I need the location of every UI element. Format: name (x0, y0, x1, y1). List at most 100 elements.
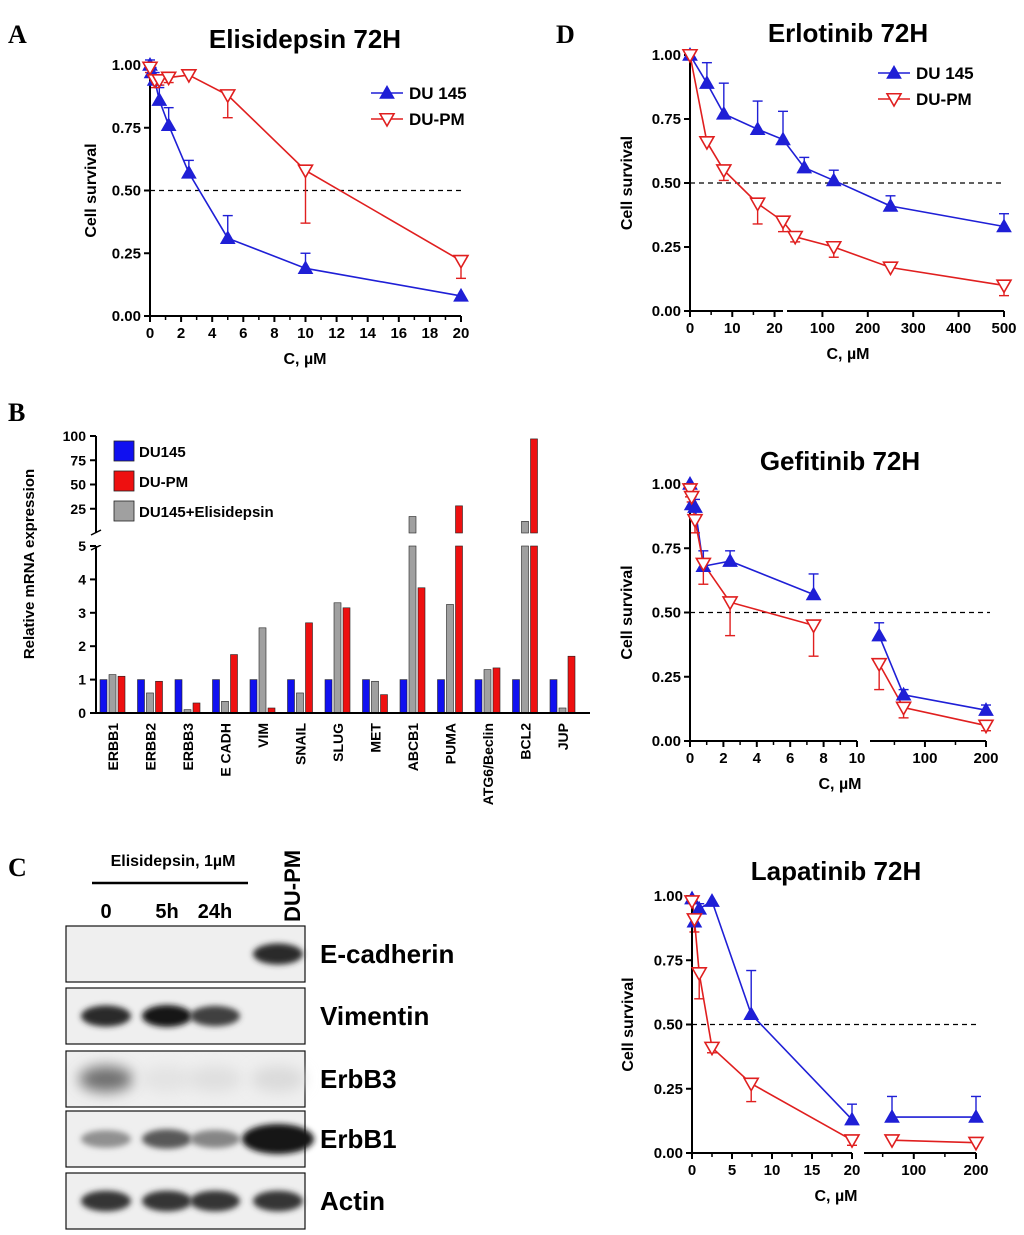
bar (408, 516, 417, 534)
blot-band (79, 1066, 133, 1092)
data-point (141, 61, 159, 77)
chart-B: 0 1 2 3 4 5 25 50 75 100 Relative mRNA expression E… (21, 428, 598, 805)
data-point (453, 287, 469, 302)
y-tick-label: 5 (78, 538, 86, 554)
y-tick-label: 75 (70, 452, 86, 468)
data-point (882, 261, 899, 277)
x-tick-label: 12 (328, 325, 345, 342)
chart-title: Erlotinib 72H (768, 18, 928, 48)
y-tick-label: 0.75 (652, 540, 681, 557)
protein-label: Vimentin (320, 1001, 429, 1031)
x-tick-label: 0 (686, 750, 694, 767)
series-line (691, 901, 977, 1144)
blot-row-actin (65, 1172, 306, 1230)
bar (192, 702, 201, 714)
x-tick-label: 6 (786, 750, 794, 767)
bar (324, 679, 333, 714)
lane-label: 5h (155, 901, 178, 923)
treatment-label: Elisidepsin, 1µM (111, 853, 236, 870)
bar (521, 521, 529, 534)
y-tick-label: 0.25 (652, 669, 681, 686)
bar (408, 545, 417, 714)
y-tick-label: 0 (78, 705, 86, 721)
legend-label: DU 145 (916, 64, 974, 83)
x-tick-label: 20 (453, 325, 470, 342)
x-tick-label: 100 (810, 320, 835, 337)
data-point (968, 1109, 984, 1123)
y-tick-label: 0.50 (652, 605, 681, 622)
data-point (978, 702, 994, 716)
data-point (805, 619, 822, 634)
x-tick-label: 200 (855, 320, 880, 337)
y-axis-label: Cell survival (83, 143, 100, 237)
bar (399, 679, 408, 714)
bar (146, 692, 154, 714)
x-tick-label: 10 (764, 1162, 781, 1179)
bar (137, 679, 145, 714)
legend-marker (378, 112, 396, 128)
data-point (882, 198, 899, 212)
x-tick-label: 200 (963, 1162, 988, 1179)
x-tick-label: 18 (422, 325, 439, 342)
chart-D1: Erlotinib 72H 0.00 0.25 0.50 0.75 1.00 Cell su… (619, 18, 1017, 363)
y-tick-label: 4 (78, 571, 86, 587)
blot-row-e-cadherin (65, 925, 306, 983)
data-point (871, 627, 888, 642)
y-tick-label: 0.75 (654, 952, 683, 969)
y-tick-label: 0.00 (654, 1145, 683, 1162)
y-tick-label: 0.50 (654, 1017, 683, 1034)
x-tick-label: 5 (728, 1162, 736, 1179)
data-point (683, 490, 701, 506)
y-tick-label: 50 (70, 477, 86, 493)
blot-band (140, 1066, 194, 1092)
bar (117, 675, 126, 714)
data-point (995, 279, 1013, 295)
bar (417, 587, 426, 714)
series-du-pm (685, 488, 991, 732)
legend-swatch (113, 500, 135, 522)
blot-band (142, 1190, 192, 1212)
y-tick-label: 1.00 (112, 57, 141, 74)
bar (287, 679, 295, 714)
bar (549, 679, 558, 714)
blot-band (142, 1005, 192, 1027)
bar (174, 679, 183, 714)
series-du-145 (689, 898, 981, 1121)
bar (212, 679, 220, 714)
y-tick-label: 100 (63, 428, 87, 444)
panel-label-d: D (556, 20, 575, 49)
axis-break-gap (98, 534, 598, 545)
category-label: MET (368, 723, 384, 753)
x-tick-label: 10 (849, 750, 866, 767)
x-axis-label: C, µM (827, 346, 870, 363)
data-point (698, 135, 716, 151)
y-axis-label: Cell survival (620, 977, 637, 1071)
data-point (977, 719, 995, 735)
x-tick-label: 16 (390, 325, 407, 342)
y-tick-label: 0.25 (652, 239, 681, 256)
bar (155, 680, 163, 714)
legend-label: DU145 (139, 444, 186, 461)
category-label: ABCB1 (405, 723, 421, 771)
y-tick-label: 1 (78, 672, 86, 688)
blot-band (251, 1066, 305, 1092)
data-point (687, 499, 703, 513)
data-point (690, 967, 708, 982)
bar (108, 674, 117, 714)
chart-D3: Lapatinib 72H 0.00 0.25 0.50 0.75 1.00 Cell su… (620, 856, 989, 1205)
y-tick-label: 0.00 (112, 308, 141, 325)
data-point (967, 1136, 985, 1152)
category-label: E CADH (218, 723, 234, 777)
x-tick-label: 200 (973, 750, 998, 767)
data-point (686, 913, 703, 928)
data-point (219, 89, 237, 104)
y-axis-label: Cell survival (619, 565, 636, 659)
data-point (825, 172, 842, 187)
blot-band (242, 1124, 314, 1154)
data-point (743, 1006, 760, 1020)
data-point (775, 131, 791, 146)
x-tick-label: 400 (946, 320, 971, 337)
legend-label: DU 145 (409, 84, 467, 103)
data-point (219, 230, 236, 244)
